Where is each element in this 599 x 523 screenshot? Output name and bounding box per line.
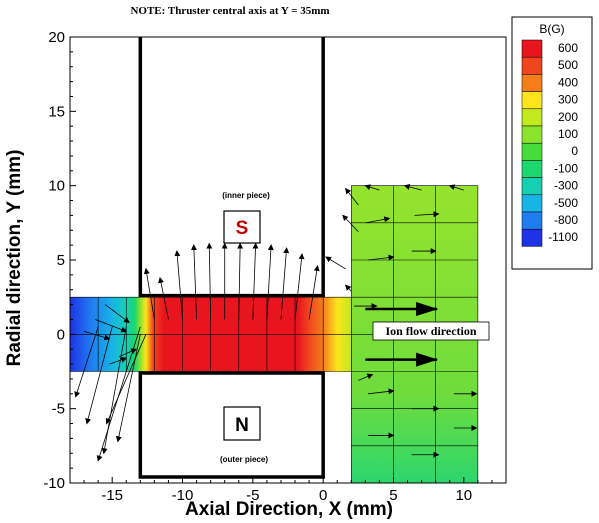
legend-label-2: 400: [558, 75, 578, 89]
legend-swatch-4: [521, 108, 543, 127]
x-axis: -15 -10 -5 0 5 10: [69, 477, 507, 504]
legend-label-5: 100: [558, 127, 578, 141]
legend-label-0: 600: [558, 41, 578, 55]
legend-swatch-2: [521, 74, 543, 92]
field-vector-30: [368, 254, 395, 261]
field-vector-32: [365, 216, 391, 224]
field-vector-8: [190, 244, 197, 320]
ion-flow-label-box: [372, 321, 490, 341]
legend-label-1: 500: [558, 58, 578, 72]
y-tick-label-4: 10: [48, 178, 65, 195]
s-pole-box: [223, 210, 261, 244]
legend-swatch-5: [521, 125, 543, 144]
field-vector-12: [252, 242, 259, 320]
n-pole-label: N: [235, 415, 249, 436]
field-vector-23: [345, 187, 359, 206]
field-vector-2: [85, 326, 113, 425]
field-vector-18: [104, 304, 130, 324]
legend: B(G) 600 500 400 300 200 100 0 -100 -300 -500 -800…: [511, 16, 593, 270]
x-tick-label-2: -5: [246, 487, 259, 504]
ion-flow-arrows: [365, 302, 439, 367]
field-vector-11: [237, 242, 244, 320]
field-vector-15: [294, 253, 305, 320]
field-vector-28: [325, 256, 346, 270]
y-tick-label-6: 20: [48, 29, 65, 46]
field-vector-27: [342, 214, 359, 233]
x-tick-label-5: 10: [455, 487, 472, 504]
x-tick-label-4: 5: [389, 487, 397, 504]
field-vector-24: [364, 184, 380, 191]
y-tick-label-0: -10: [43, 475, 65, 492]
legend-label-11: -1100: [548, 230, 578, 244]
field-vector-26: [448, 184, 464, 191]
y-tick-label-2: 0: [57, 326, 65, 343]
s-pole-label: S: [236, 218, 249, 239]
x-tick-label-0: -15: [101, 487, 123, 504]
field-vector-14: [280, 247, 290, 320]
field-vector-41: [358, 373, 374, 381]
field-vector-33: [414, 211, 440, 218]
field-vector-35: [368, 388, 395, 395]
field-vector-16: [308, 264, 320, 320]
field-vector-29: [344, 284, 352, 292]
n-pole-box: [223, 406, 261, 441]
legend-swatch-11: [521, 228, 543, 247]
field-vector-5: [105, 334, 147, 425]
field-vector-7: [174, 250, 183, 320]
legend-swatch-8: [521, 177, 543, 196]
inner-piece-label: (inner piece): [222, 191, 270, 200]
legend-swatch-10: [521, 211, 543, 230]
ion-flow-label: Ion flow direction: [385, 324, 476, 338]
y-tick-label-1: -5: [52, 401, 65, 418]
legend-label-6: 0: [571, 144, 578, 158]
field-vector-17: [143, 267, 155, 320]
outer-piece-label: (outer piece): [220, 455, 268, 464]
legend-swatch-0: [521, 39, 543, 58]
legend-swatch-9: [521, 194, 543, 213]
field-vector-25: [403, 184, 422, 191]
legend-swatch-3: [521, 91, 543, 110]
legend-title: B(G): [539, 22, 564, 36]
y-tick-label-5: 15: [48, 103, 65, 120]
field-vector-13: [266, 244, 274, 320]
field-vector-1: [101, 326, 127, 455]
legend-label-9: -500: [554, 196, 578, 210]
x-tick-label-1: -10: [172, 487, 194, 504]
legend-swatch-1: [521, 56, 543, 75]
legend-label-8: -300: [554, 179, 578, 193]
plot-area: [69, 37, 479, 484]
legend-label-10: -800: [554, 213, 578, 227]
legend-items: 600 500 400 300 200 100 0 -100 -300 -500 -800 -1100: [521, 39, 578, 247]
y-axis: -10 -5 0 5 10 15 20: [43, 29, 76, 492]
chart-title: NOTE: Thruster central axis at Y = 35mm: [130, 5, 329, 17]
legend-label-4: 200: [558, 110, 578, 124]
y-axis-title: Radial direction, Y (mm): [4, 150, 25, 367]
y-tick-label-3: 5: [57, 252, 65, 269]
x-axis-title: Axial Direction, X (mm): [185, 499, 393, 520]
x-tick-label-3: 0: [319, 487, 327, 504]
inner-piece-wall: [138, 37, 325, 298]
field-vector-22: [109, 356, 128, 365]
field-vector-19: [95, 319, 128, 333]
field-vectors: [74, 184, 478, 462]
field-vector-9: [206, 242, 213, 320]
field-vector-6: [158, 276, 169, 320]
field-vector-20: [83, 330, 111, 341]
legend-swatch-6: [521, 142, 543, 161]
legend-swatch-7: [521, 160, 543, 178]
legend-label-3: 300: [558, 93, 578, 107]
field-vector-21: [119, 348, 138, 357]
legend-label-7: -100: [554, 161, 578, 175]
field-vector-3: [74, 326, 99, 398]
